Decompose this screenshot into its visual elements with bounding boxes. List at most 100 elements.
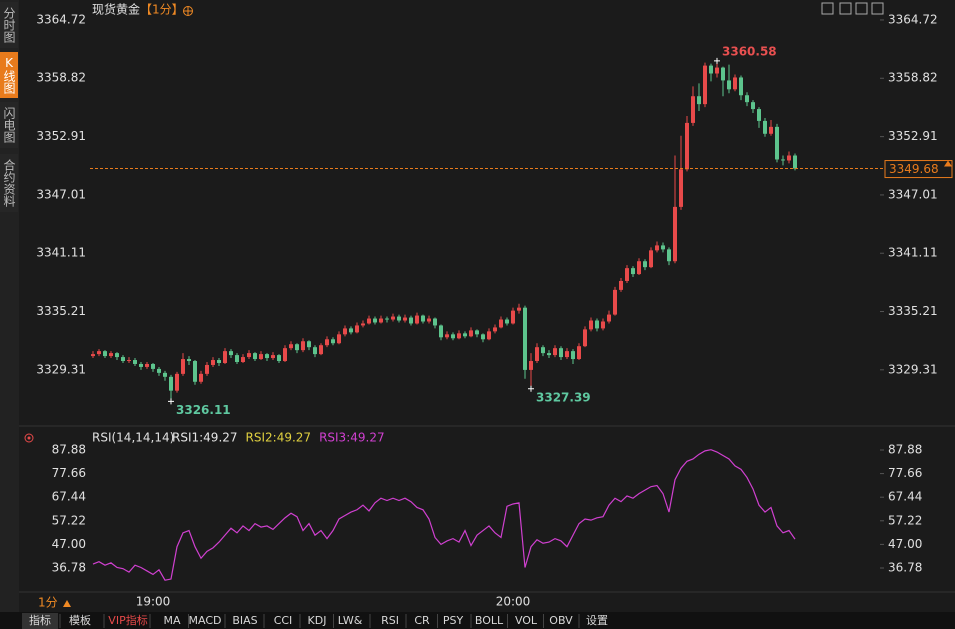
toolbar-tab[interactable]: CCI	[274, 614, 293, 627]
y-tick-label: 3335.21	[36, 304, 86, 318]
toolbar-tab[interactable]: VOL	[515, 614, 538, 627]
candle-body	[529, 361, 533, 370]
toolbar-tab[interactable]: PSY	[443, 614, 464, 627]
candle-body	[739, 77, 743, 96]
x-tick-label: 20:00	[496, 595, 531, 609]
candle-body	[763, 120, 767, 134]
y-tick-label: 57.22	[888, 513, 922, 527]
candle-body	[649, 250, 653, 268]
period-arrow[interactable]	[63, 600, 71, 607]
candle-body	[553, 348, 557, 356]
candle-body	[343, 328, 347, 335]
extreme-marker	[168, 398, 174, 405]
candle-body	[697, 96, 701, 105]
candle-body	[121, 357, 125, 362]
sidebar-tab[interactable]: K线图	[0, 52, 18, 98]
candle-body	[241, 357, 245, 363]
toolbar-tab[interactable]: MACD	[189, 614, 222, 627]
candle-body	[601, 321, 605, 329]
candle-body	[127, 360, 131, 362]
candle-body	[373, 318, 377, 323]
candle-body	[277, 355, 281, 362]
period: 【1分】	[140, 3, 184, 17]
candle-body	[133, 360, 137, 364]
candle-body	[781, 159, 785, 161]
candle-body	[787, 155, 791, 161]
y-tick-label: 77.66	[888, 466, 922, 480]
rsi-line	[92, 449, 796, 581]
toolbar-tab[interactable]: 指标	[29, 613, 51, 627]
candle-body	[229, 351, 233, 356]
candle-body	[211, 360, 215, 365]
candle-body	[175, 373, 179, 391]
toolbar	[0, 612, 955, 629]
y-tick-label: 67.44	[52, 490, 86, 504]
y-tick-label: 3341.11	[888, 246, 938, 260]
candle-body	[721, 67, 725, 81]
toolbar-tab[interactable]: KDJ	[308, 614, 327, 627]
candle-body	[271, 355, 275, 359]
candle-body	[163, 372, 167, 377]
candle-body	[415, 315, 419, 324]
toolbar-tab[interactable]: CR	[414, 614, 430, 627]
candle-body	[775, 126, 779, 160]
candle-body	[793, 155, 797, 169]
y-tick-label: 3352.91	[888, 129, 938, 143]
candle-body	[571, 351, 575, 360]
sidebar-tab[interactable]: 合约资料	[0, 154, 18, 212]
candle-body	[673, 206, 677, 262]
indicator-icon[interactable]	[24, 433, 34, 443]
toolbar-tab[interactable]: 模板	[69, 613, 91, 627]
candle-body	[565, 351, 569, 358]
candle-body	[367, 318, 371, 324]
toolbar-tab[interactable]: BOLL	[475, 614, 504, 627]
candle-body	[169, 376, 173, 391]
candle-body	[397, 316, 401, 321]
candle-body	[751, 102, 755, 110]
candle-body	[661, 245, 665, 250]
candle-body	[733, 77, 737, 90]
candle-body	[487, 331, 491, 340]
icon[interactable]	[839, 2, 852, 15]
toolbar-tab[interactable]: BIAS	[232, 614, 257, 627]
icon[interactable]	[871, 2, 884, 15]
legend-label: RSI3:49.27	[319, 431, 385, 445]
toolbar-tab-bg	[22, 613, 58, 629]
icon[interactable]	[855, 2, 868, 15]
toolbar-tab[interactable]: OBV	[549, 614, 573, 627]
candle-body	[349, 328, 353, 333]
toolbar-tab[interactable]: LW&	[338, 614, 363, 627]
y-tick-label: 36.78	[52, 560, 86, 574]
y-tick-label: 87.88	[888, 442, 922, 456]
toolbar-tab[interactable]: VIP指标	[108, 613, 147, 627]
y-tick-label: 36.78	[888, 560, 922, 574]
icon[interactable]	[821, 2, 834, 15]
extreme-label: 3327.39	[536, 390, 591, 404]
add-icon[interactable]	[183, 6, 193, 16]
candle-body	[535, 347, 539, 362]
sidebar-tab[interactable]: 分时图	[0, 2, 18, 48]
candle-body	[223, 351, 227, 363]
toolbar-tab[interactable]: RSI	[381, 614, 399, 627]
y-tick-label: 3341.11	[36, 246, 86, 260]
candle-body	[451, 334, 455, 339]
candle-body	[703, 65, 707, 105]
extreme-label: 3360.58	[722, 44, 777, 58]
candle-body	[139, 363, 143, 367]
candle-body	[643, 261, 647, 268]
candle-body	[301, 341, 305, 351]
y-tick-label: 3329.31	[36, 362, 86, 376]
candle-body	[265, 354, 269, 359]
candle-body	[589, 320, 593, 330]
toolbar-tab[interactable]: 设置	[586, 614, 608, 627]
toolbar-tab[interactable]: MA	[163, 614, 180, 627]
sidebar-tab[interactable]: 闪电图	[0, 102, 18, 148]
last-price-box	[884, 160, 953, 179]
candle-body	[607, 314, 611, 322]
y-tick-label: 77.66	[52, 466, 86, 480]
period-selector[interactable]: 1分	[38, 596, 58, 610]
candle-body	[319, 345, 323, 355]
candle-body	[709, 65, 713, 74]
